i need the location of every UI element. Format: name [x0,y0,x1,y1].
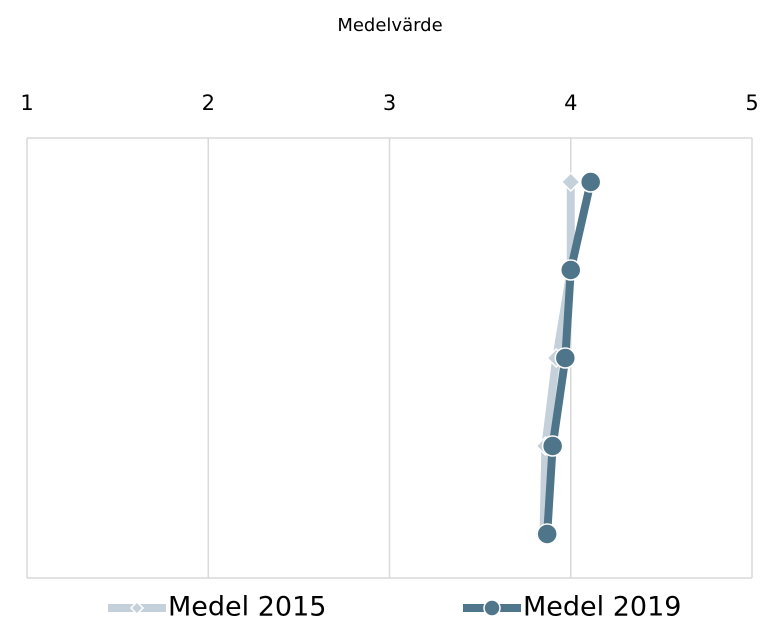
legend-marker [483,599,501,617]
point [560,171,581,193]
x-tick-label: 2 [202,91,215,115]
point [579,171,602,193]
point [560,259,582,281]
legend-marker [129,600,145,616]
legend-label: Medel 2015 [168,592,326,623]
point [541,435,564,457]
chart-title: Medelvärde [337,15,442,36]
point [536,523,558,545]
legend-label: Medel 2019 [523,592,681,623]
x-tick-label: 5 [745,91,758,115]
x-tick-label: 1 [20,91,33,115]
x-tick-label: 3 [383,91,396,115]
point [554,347,577,369]
x-tick-label: 4 [564,91,577,115]
